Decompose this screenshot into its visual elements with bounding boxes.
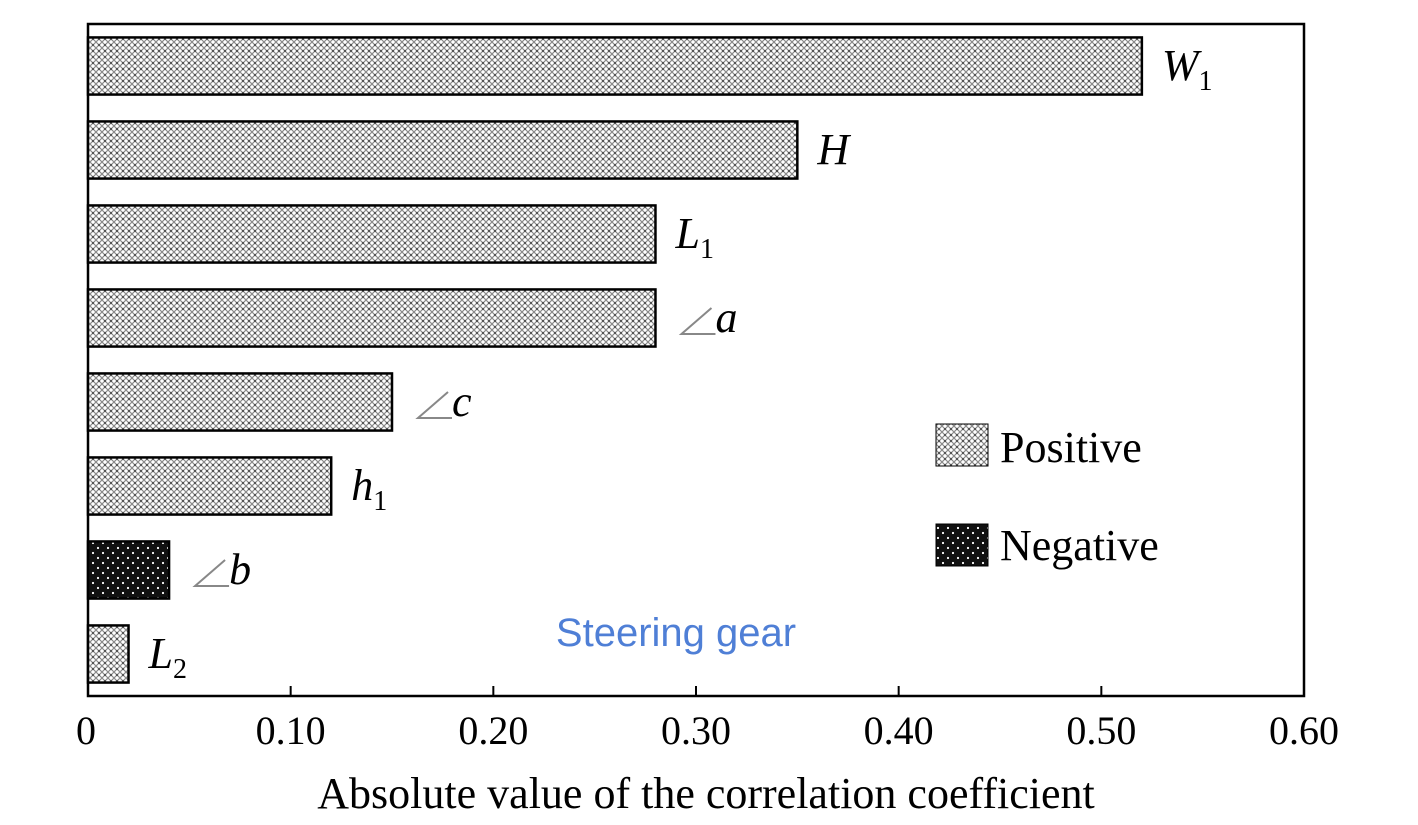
bar-label-5: h1: [351, 461, 387, 517]
bar-label-4: c: [415, 377, 472, 426]
x-tick-label-2: 0.20: [458, 708, 528, 753]
bar-label-7: L2: [148, 629, 187, 685]
bar-label-text-2: L1: [674, 209, 713, 265]
bar-label-0: W1: [1162, 41, 1213, 97]
bar-label-symbol: b: [229, 545, 251, 594]
bar-label-text-3: a: [715, 293, 737, 342]
angle-symbol-icon: [192, 559, 230, 587]
legend-swatch-negative: [935, 523, 989, 567]
bar-label-text-4: c: [452, 377, 472, 426]
bar-label-symbol: c: [452, 377, 472, 426]
bar-label-text-0: W1: [1162, 41, 1213, 97]
bar-label-symbol: h: [351, 461, 373, 510]
bar-4: [86, 372, 394, 432]
bar-label-symbol: W: [1162, 41, 1202, 90]
angle-symbol-icon: [415, 391, 452, 419]
bar-label-subscript: 1: [700, 234, 714, 265]
bar-label-symbol: L: [148, 629, 173, 678]
x-tick-label-4: 0.40: [864, 708, 934, 753]
bar-6: [86, 540, 171, 600]
x-tick-label-6: 0.60: [1269, 708, 1339, 753]
x-axis-title: Absolute value of the correlation coeffi…: [317, 769, 1094, 818]
legend-swatch-positive: [935, 423, 989, 467]
bar-label-6: b: [192, 545, 251, 594]
angle-symbol-icon: [678, 307, 716, 335]
bar-label-text-1: H: [816, 125, 851, 174]
bar-5: [86, 456, 333, 516]
bar-label-subscript: 1: [1199, 66, 1213, 97]
legend: Positive Negative: [935, 423, 1159, 570]
bar-1: [86, 120, 799, 180]
bar-label-subscript: 2: [173, 654, 187, 685]
bar-label-3: a: [678, 293, 737, 342]
x-tick-label-3: 0.30: [661, 708, 731, 753]
bar-label-text-7: L2: [148, 629, 187, 685]
x-tick-label-5: 0.50: [1066, 708, 1136, 753]
bar-label-subscript: 1: [373, 486, 387, 517]
bar-2: [86, 204, 657, 264]
legend-label-negative: Negative: [1000, 521, 1159, 570]
bar-label-symbol: H: [816, 125, 851, 174]
bar-7: [86, 624, 130, 684]
bar-label-text-5: h1: [351, 461, 387, 517]
bar-label-text-6: b: [229, 545, 251, 594]
legend-label-positive: Positive: [1000, 423, 1142, 472]
bar-0: [86, 36, 1144, 96]
bar-label-symbol: L: [674, 209, 699, 258]
x-tick-label-1: 0.10: [256, 708, 326, 753]
bar-label-2: L1: [674, 209, 713, 265]
bar-3: [86, 288, 657, 348]
steering-gear-annotation: Steering gear: [556, 611, 796, 655]
bar-label-symbol: a: [715, 293, 737, 342]
bar-label-1: H: [816, 125, 851, 174]
x-tick-label-0: 0: [76, 708, 96, 753]
